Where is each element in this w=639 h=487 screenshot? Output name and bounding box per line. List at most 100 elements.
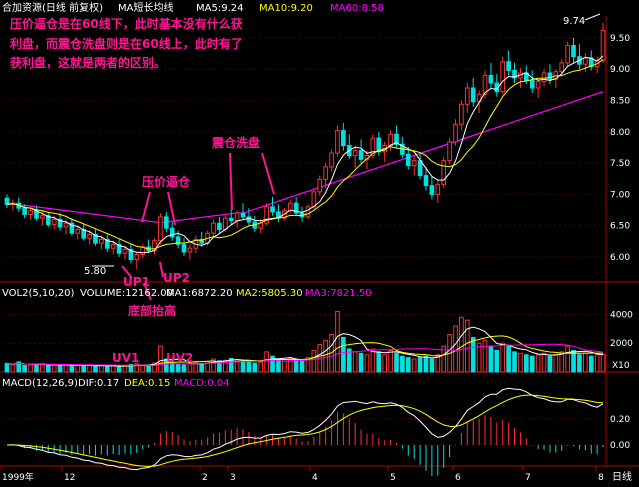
candle-body-8 [51, 218, 57, 225]
annot-yajia: 压价逼仓 [142, 174, 191, 189]
volume-bar-33 [199, 362, 205, 373]
volume-bar-84 [500, 342, 506, 373]
price-tick-1: 9.00 [610, 65, 630, 75]
ma10-value: MA10:9.20 [259, 3, 313, 14]
volume-bar-74 [441, 345, 447, 373]
candle-body-55 [329, 152, 334, 168]
volume-bar-15 [93, 365, 98, 373]
volume-bar-47 [282, 360, 287, 373]
candle-body-86 [512, 69, 517, 79]
volume-bar-57 [341, 336, 346, 373]
candle-body-4 [28, 210, 33, 215]
candle-body-78 [464, 87, 470, 105]
date-tick-0: 1999年 [2, 471, 34, 483]
candle-body-48 [287, 202, 293, 212]
volume-bar-70 [417, 357, 423, 373]
candles-layer [4, 22, 606, 270]
candle-body-96 [571, 44, 576, 58]
dea-line [7, 394, 604, 467]
period-label[interactable]: 日线 [612, 470, 632, 483]
candle-body-79 [470, 87, 476, 103]
candle-body-57 [341, 130, 346, 147]
volume-bar-99 [588, 355, 594, 373]
candle-body-69 [411, 160, 417, 167]
candle-body-18 [110, 243, 116, 249]
macd-name: MACD(12,26,9) [2, 378, 78, 389]
candle-body-92 [547, 72, 553, 80]
candle-body-3 [22, 207, 27, 215]
volume-bar-93 [553, 354, 559, 373]
volume-bar-2 [16, 361, 22, 373]
candle-body-77 [459, 103, 464, 125]
volume-bar-50 [299, 360, 305, 373]
date-tick-5: 5 [390, 473, 396, 483]
vol-volume: VOLUME:12162.00 [80, 288, 173, 299]
candle-body-12 [75, 228, 81, 234]
candle-body-75 [447, 141, 452, 162]
volume-bar-19 [116, 365, 122, 373]
volume-bar-66 [394, 352, 399, 373]
volume-bar-58 [346, 348, 352, 373]
volume-bar-73 [435, 354, 441, 373]
date-tick-8: 8 [598, 473, 604, 483]
candle-body-17 [104, 238, 110, 249]
candle-body-70 [417, 160, 423, 177]
low-price-label: 5.80 [84, 266, 106, 277]
vol-ma3-line [6, 343, 604, 366]
high-price-label: 9.74 [563, 16, 585, 27]
candle-body-73 [435, 183, 441, 195]
volume-bar-20 [122, 365, 128, 373]
candle-body-62 [370, 137, 376, 157]
volume-bar-21 [128, 364, 134, 373]
volume-bar-63 [376, 351, 382, 373]
candle-body-89 [529, 79, 535, 89]
annot-up1: UP1 [123, 275, 150, 289]
volume-bar-91 [541, 352, 547, 373]
volume-bar-17 [104, 366, 110, 373]
candle-body-37 [222, 217, 228, 230]
volume-bar-68 [405, 357, 411, 373]
date-tick-1: 12 [64, 473, 75, 483]
vol-ma2: MA2:5805.30 [236, 288, 303, 299]
volume-bar-69 [411, 358, 417, 373]
candle-body-85 [506, 61, 511, 71]
candle-body-56 [335, 130, 340, 154]
volume-bar-18 [110, 365, 116, 373]
candle-body-71 [423, 175, 429, 187]
volume-bar-56 [335, 311, 340, 373]
volume-bar-95 [565, 345, 570, 373]
annot-uv2: UV2 [166, 351, 193, 365]
annot-zhencang: 震仓洗盘 [212, 135, 260, 150]
volume-bar-92 [547, 355, 553, 373]
candle-body-45 [270, 206, 275, 213]
volume-bar-97 [577, 354, 582, 373]
candle-body-51 [305, 206, 311, 218]
price-tick-5: 7.00 [610, 190, 630, 200]
macd-tick-0: 0.20 [610, 415, 630, 425]
vol-tick-0: 4000 [610, 310, 633, 320]
candle-body-40 [240, 212, 246, 218]
candle-body-43 [258, 222, 264, 229]
volume-bar-23 [140, 364, 146, 373]
arrow-yajia-1 [141, 191, 151, 223]
ma10-line [6, 59, 604, 250]
volume-bar-90 [535, 354, 541, 373]
price-tick-6: 6.50 [610, 222, 630, 232]
annotation-arrows [92, 13, 601, 301]
volume-bar-79 [470, 336, 476, 373]
date-tick-7: 7 [525, 473, 531, 483]
candle-body-14 [87, 233, 92, 239]
dif-line [6, 387, 604, 471]
macd-macd: MACD:0.04 [174, 378, 230, 389]
candle-body-19 [116, 243, 122, 254]
ma60-layer [6, 91, 604, 224]
volume-bar-85 [506, 345, 511, 373]
grid-lines [0, 16, 639, 467]
volume-bar-4 [28, 364, 33, 373]
volume-bar-31 [187, 363, 193, 373]
volume-bar-59 [352, 351, 358, 373]
price-tick-2: 8.50 [610, 96, 630, 106]
volume-bar-44 [264, 351, 269, 373]
arrow-dibu [143, 282, 152, 301]
